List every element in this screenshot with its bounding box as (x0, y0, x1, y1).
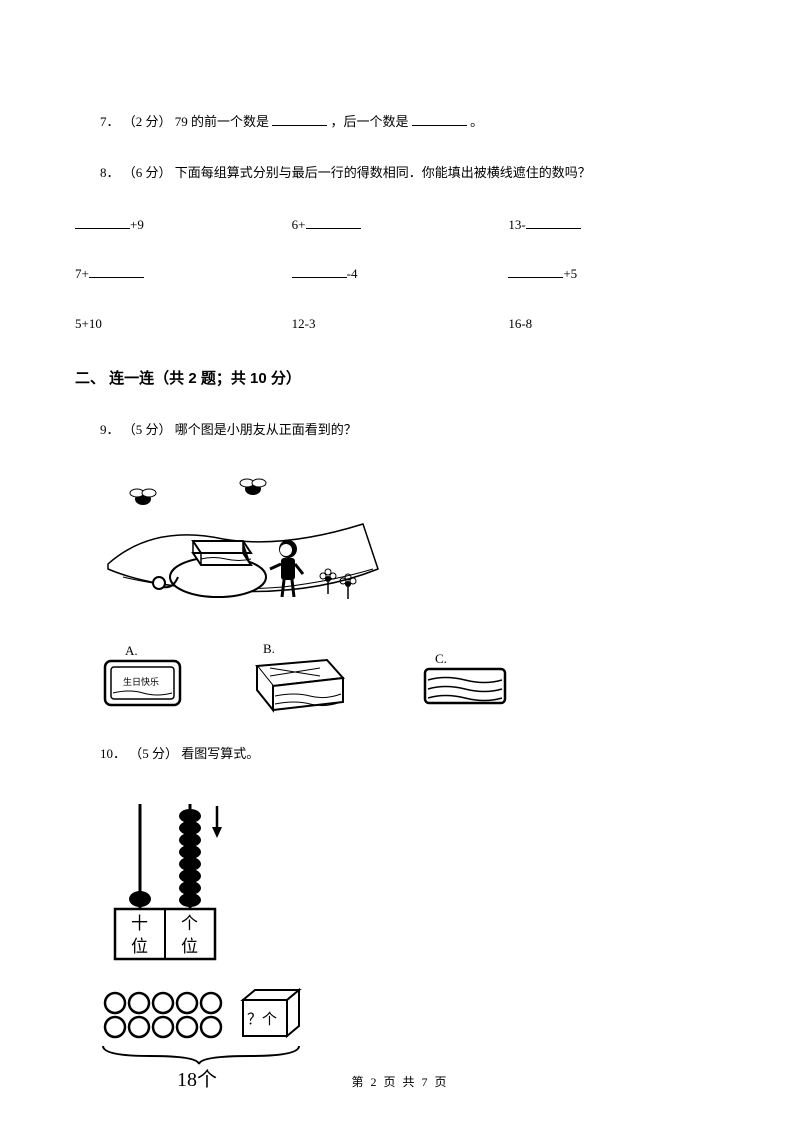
svg-text:生日快乐: 生日快乐 (123, 676, 159, 687)
equation-grid: +9 6+ 13- 7+ -4 +5 5+10 12-3 16-8 (75, 213, 725, 335)
q10-text: 看图写算式。 (181, 746, 259, 761)
label-a: A. (125, 643, 138, 658)
blank-r2c3[interactable] (508, 264, 563, 278)
q9-text: 哪个图是小朋友从正面看到的？ (175, 422, 357, 437)
grid-r2c1: 7+ (75, 262, 292, 285)
label-b: B. (263, 643, 275, 656)
cube-label: ？个 (247, 1011, 277, 1028)
page-total: 7 (422, 1075, 430, 1089)
abacus-svg: 十 个 位 位 (95, 794, 255, 964)
blank-r1c1[interactable] (75, 215, 130, 229)
grid-r1c2: 6+ (292, 213, 509, 236)
grid-r1c1: +9 (75, 213, 292, 236)
svg-text:位: 位 (131, 937, 148, 956)
q10-points: （5 分） (129, 746, 178, 761)
blank-r2c1[interactable] (89, 264, 144, 278)
scene-svg (103, 469, 383, 619)
blank-r2c2[interactable] (292, 264, 347, 278)
q7-text1: 79 的前一个数是 (175, 114, 269, 129)
question-8: 8． （6 分） 下面每组算式分别与最后一行的得数相同．你能填出被横线遮住的数吗… (75, 161, 725, 184)
q7-text3: 。 (470, 114, 483, 129)
question-10: 10． （5 分） 看图写算式。 (75, 742, 725, 765)
label-c: C. (435, 651, 447, 666)
grid-r3c2: 12-3 (292, 312, 509, 335)
grid-r1c3: 13- (508, 213, 725, 236)
q7-blank-2[interactable] (412, 112, 467, 126)
svg-text:位: 位 (181, 937, 198, 956)
q8-number: 8． (100, 165, 120, 180)
q10-abacus-image: 十 个 位 位 (95, 794, 725, 964)
q10-number: 10． (100, 746, 126, 761)
section-2-header: 二、 连一连（共 2 题；共 10 分） (75, 365, 725, 392)
question-9: 9． （5 分） 哪个图是小朋友从正面看到的？ (75, 418, 725, 441)
q9-options: A. 生日快乐 B. C. (95, 643, 725, 718)
q9-number: 9． (100, 422, 120, 437)
q7-number: 7． (100, 114, 120, 129)
page-footer: 第 2 页 共 7 页 (0, 1072, 800, 1094)
q9-points: （5 分） (123, 422, 172, 437)
blank-r1c2[interactable] (306, 215, 361, 229)
q7-blank-1[interactable] (272, 112, 327, 126)
q8-points: （6 分） (123, 165, 172, 180)
q8-text: 下面每组算式分别与最后一行的得数相同．你能填出被横线遮住的数吗？ (175, 165, 591, 180)
options-svg: A. 生日快乐 B. C. (95, 643, 525, 718)
svg-text:个: 个 (181, 914, 198, 933)
q7-points: （2 分） (123, 114, 172, 129)
q9-scene-image (103, 469, 725, 619)
grid-r2c2: -4 (292, 262, 509, 285)
grid-r2c3: +5 (508, 262, 725, 285)
grid-r3c3: 16-8 (508, 312, 725, 335)
grid-r3c1: 5+10 (75, 312, 292, 335)
blank-r1c3[interactable] (526, 215, 581, 229)
svg-text:十: 十 (131, 914, 148, 933)
question-7: 7． （2 分） 79 的前一个数是 ，后一个数是 。 (75, 110, 725, 133)
q7-text2: ，后一个数是 (331, 114, 409, 129)
